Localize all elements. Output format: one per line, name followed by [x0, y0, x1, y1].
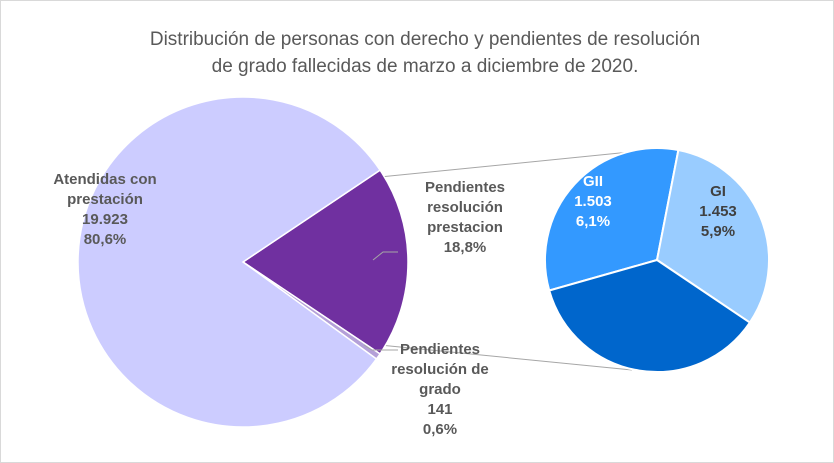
data-label-text: Pendientes resolución prestacion [424, 179, 506, 236]
data-label-text: GII [582, 173, 603, 190]
data-label-text: 0,6% [422, 421, 458, 438]
pie-slice [544, 147, 680, 292]
pie-slice [655, 148, 770, 324]
data-label-text: 1.503 [574, 193, 612, 210]
data-label-text: 141 [427, 401, 453, 418]
data-label: GI 1.453 5,9% [688, 182, 748, 242]
data-label-text: Atendidas con prestación [53, 171, 157, 208]
data-label: Pendientes resolución de grado 141 0,6% [375, 340, 505, 440]
data-label-text: 5,9% [700, 223, 736, 240]
pie-slice [241, 169, 409, 355]
data-label-text: 19.923 [82, 211, 128, 228]
chart-title: Distribución de personas con derecho y p… [150, 29, 700, 50]
pie-slice [548, 258, 752, 373]
leader-line [372, 251, 398, 261]
data-label-text: 18,8% [443, 239, 487, 256]
connector-line [369, 343, 633, 371]
data-label-text: 80,6% [83, 231, 127, 248]
data-label-text: Pendientes resolución de grado [391, 341, 489, 398]
data-label: Pendientes resolución prestacion 18,8% [405, 178, 525, 258]
data-label: GII 1.503 6,1% [563, 172, 623, 232]
pie-slice [77, 96, 382, 428]
connector-line [369, 150, 641, 179]
data-label-text: 1.453 [699, 203, 737, 220]
data-label-text: GI [710, 183, 726, 200]
leader-line [363, 344, 398, 351]
chart-title: de grado fallecidas de marzo a diciembre… [212, 56, 639, 77]
data-label: Atendidas con prestación 19.923 80,6% [35, 170, 175, 250]
data-label-text: 6,1% [575, 213, 611, 230]
